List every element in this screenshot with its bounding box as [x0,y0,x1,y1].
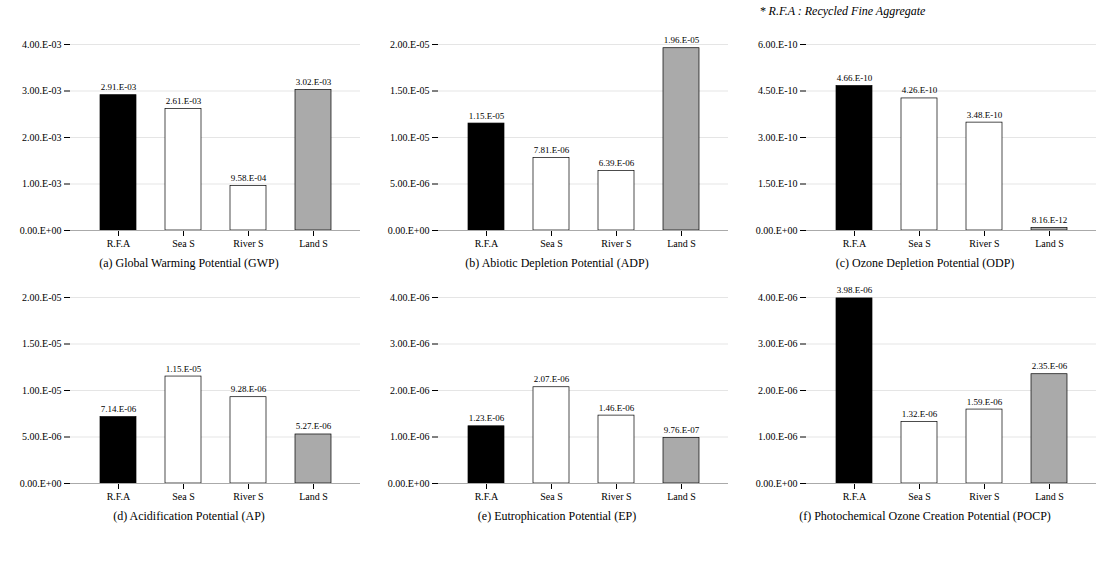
svg-text:2.91.E-03: 2.91.E-03 [101,82,137,92]
svg-text:River S: River S [601,238,631,249]
svg-text:Land S: Land S [667,491,696,502]
svg-text:R.F.A: R.F.A [107,491,131,502]
svg-text:Land S: Land S [1035,491,1064,502]
svg-text:R.F.A: R.F.A [843,238,867,249]
html-text:* R.F.A : Recycled Fine Aggreg: * R.F.A : Recycled Fine Aggregate [759,4,926,18]
svg-text:River S: River S [601,491,631,502]
svg-text:3.98.E-06: 3.98.E-06 [837,285,873,295]
svg-text:4.00.E-03: 4.00.E-03 [22,39,61,50]
svg-text:9.28.E-06: 9.28.E-06 [231,384,267,394]
svg-text:2.00.E-05: 2.00.E-05 [390,39,429,50]
svg-text:River S: River S [233,491,263,502]
svg-text:4.50.E-10: 4.50.E-10 [758,85,797,96]
svg-text:River S: River S [969,238,999,249]
svg-text:2.00.E-06: 2.00.E-06 [390,385,429,396]
svg-text:2.00.E-05: 2.00.E-05 [22,292,61,303]
svg-text:0.00.E+00: 0.00.E+00 [388,225,430,236]
svg-text:Sea S: Sea S [908,491,931,502]
svg-text:9.76.E-07: 9.76.E-07 [664,425,700,435]
svg-text:R.F.A: R.F.A [843,491,867,502]
html-text:(b) Abiotic Depletion Potentia: (b) Abiotic Depletion Potential (ADP) [465,256,649,270]
svg-text:2.35.E-06: 2.35.E-06 [1032,361,1068,371]
html-text:(c) Ozone Depletion Potential: (c) Ozone Depletion Potential (ODP) [835,256,1015,270]
svg-text:1.50.E-10: 1.50.E-10 [758,178,797,189]
svg-text:3.00.E-03: 3.00.E-03 [22,85,61,96]
svg-text:R.F.A: R.F.A [475,491,499,502]
svg-text:6.39.E-06: 6.39.E-06 [599,158,635,168]
html-text:(a) Global Warming Potential (: (a) Global Warming Potential (GWP) [99,256,279,270]
svg-text:4.66.E-10: 4.66.E-10 [837,73,873,83]
svg-text:1.59.E-06: 1.59.E-06 [967,397,1003,407]
svg-text:3.00.E-10: 3.00.E-10 [758,132,797,143]
svg-text:2.07.E-06: 2.07.E-06 [534,374,570,384]
svg-text:3.00.E-06: 3.00.E-06 [758,338,797,349]
svg-text:Land S: Land S [1035,238,1064,249]
svg-text:8.16.E-12: 8.16.E-12 [1032,215,1068,225]
svg-text:2.00.E-06: 2.00.E-06 [758,385,797,396]
svg-text:5.00.E-06: 5.00.E-06 [390,178,429,189]
html-text:(d) Acidification Potential (A: (d) Acidification Potential (AP) [113,509,265,523]
svg-text:Land S: Land S [299,491,328,502]
svg-text:4.00.E-06: 4.00.E-06 [758,292,797,303]
svg-text:River S: River S [233,238,263,249]
svg-text:Sea S: Sea S [540,491,563,502]
html-text:(f) Photochemical Ozone Creati: (f) Photochemical Ozone Creation Potenti… [799,509,1051,523]
svg-text:1.00.E-05: 1.00.E-05 [22,385,61,396]
svg-text:1.00.E-06: 1.00.E-06 [758,431,797,442]
svg-text:River S: River S [969,491,999,502]
svg-text:3.48.E-10: 3.48.E-10 [967,110,1003,120]
svg-text:1.00.E-05: 1.00.E-05 [390,132,429,143]
svg-text:3.02.E-03: 3.02.E-03 [296,77,332,87]
svg-text:6.00.E-10: 6.00.E-10 [758,39,797,50]
svg-text:5.27.E-06: 5.27.E-06 [296,421,332,431]
svg-text:2.61.E-03: 2.61.E-03 [166,96,202,106]
svg-text:1.00.E-06: 1.00.E-06 [390,431,429,442]
svg-text:Sea S: Sea S [172,238,195,249]
svg-text:3.00.E-06: 3.00.E-06 [390,338,429,349]
svg-text:Land S: Land S [667,238,696,249]
svg-text:1.96.E-05: 1.96.E-05 [664,35,700,45]
svg-text:0.00.E+00: 0.00.E+00 [20,478,62,489]
svg-text:0.00.E+00: 0.00.E+00 [756,478,798,489]
svg-text:9.58.E-04: 9.58.E-04 [231,173,267,183]
svg-text:4.00.E-06: 4.00.E-06 [390,292,429,303]
svg-text:1.32.E-06: 1.32.E-06 [902,409,938,419]
svg-text:2.00.E-03: 2.00.E-03 [22,132,61,143]
svg-text:Sea S: Sea S [540,238,563,249]
svg-text:5.00.E-06: 5.00.E-06 [22,431,61,442]
svg-text:7.81.E-06: 7.81.E-06 [534,145,570,155]
svg-text:1.15.E-05: 1.15.E-05 [166,364,202,374]
svg-text:R.F.A: R.F.A [107,238,131,249]
svg-text:7.14.E-06: 7.14.E-06 [101,404,137,414]
svg-text:1.15.E-05: 1.15.E-05 [469,111,505,121]
svg-text:Sea S: Sea S [172,491,195,502]
svg-text:4.26.E-10: 4.26.E-10 [902,85,938,95]
svg-text:Sea S: Sea S [908,238,931,249]
svg-text:R.F.A: R.F.A [475,238,499,249]
svg-text:1.23.E-06: 1.23.E-06 [469,413,505,423]
svg-text:1.50.E-05: 1.50.E-05 [390,85,429,96]
svg-text:1.00.E-03: 1.00.E-03 [22,178,61,189]
svg-text:1.50.E-05: 1.50.E-05 [22,338,61,349]
svg-text:1.46.E-06: 1.46.E-06 [599,403,635,413]
svg-text:Land S: Land S [299,238,328,249]
html-text:(e) Eutrophication Potential (: (e) Eutrophication Potential (EP) [477,509,637,523]
svg-text:0.00.E+00: 0.00.E+00 [388,478,430,489]
svg-text:0.00.E+00: 0.00.E+00 [756,225,798,236]
svg-text:0.00.E+00: 0.00.E+00 [20,225,62,236]
